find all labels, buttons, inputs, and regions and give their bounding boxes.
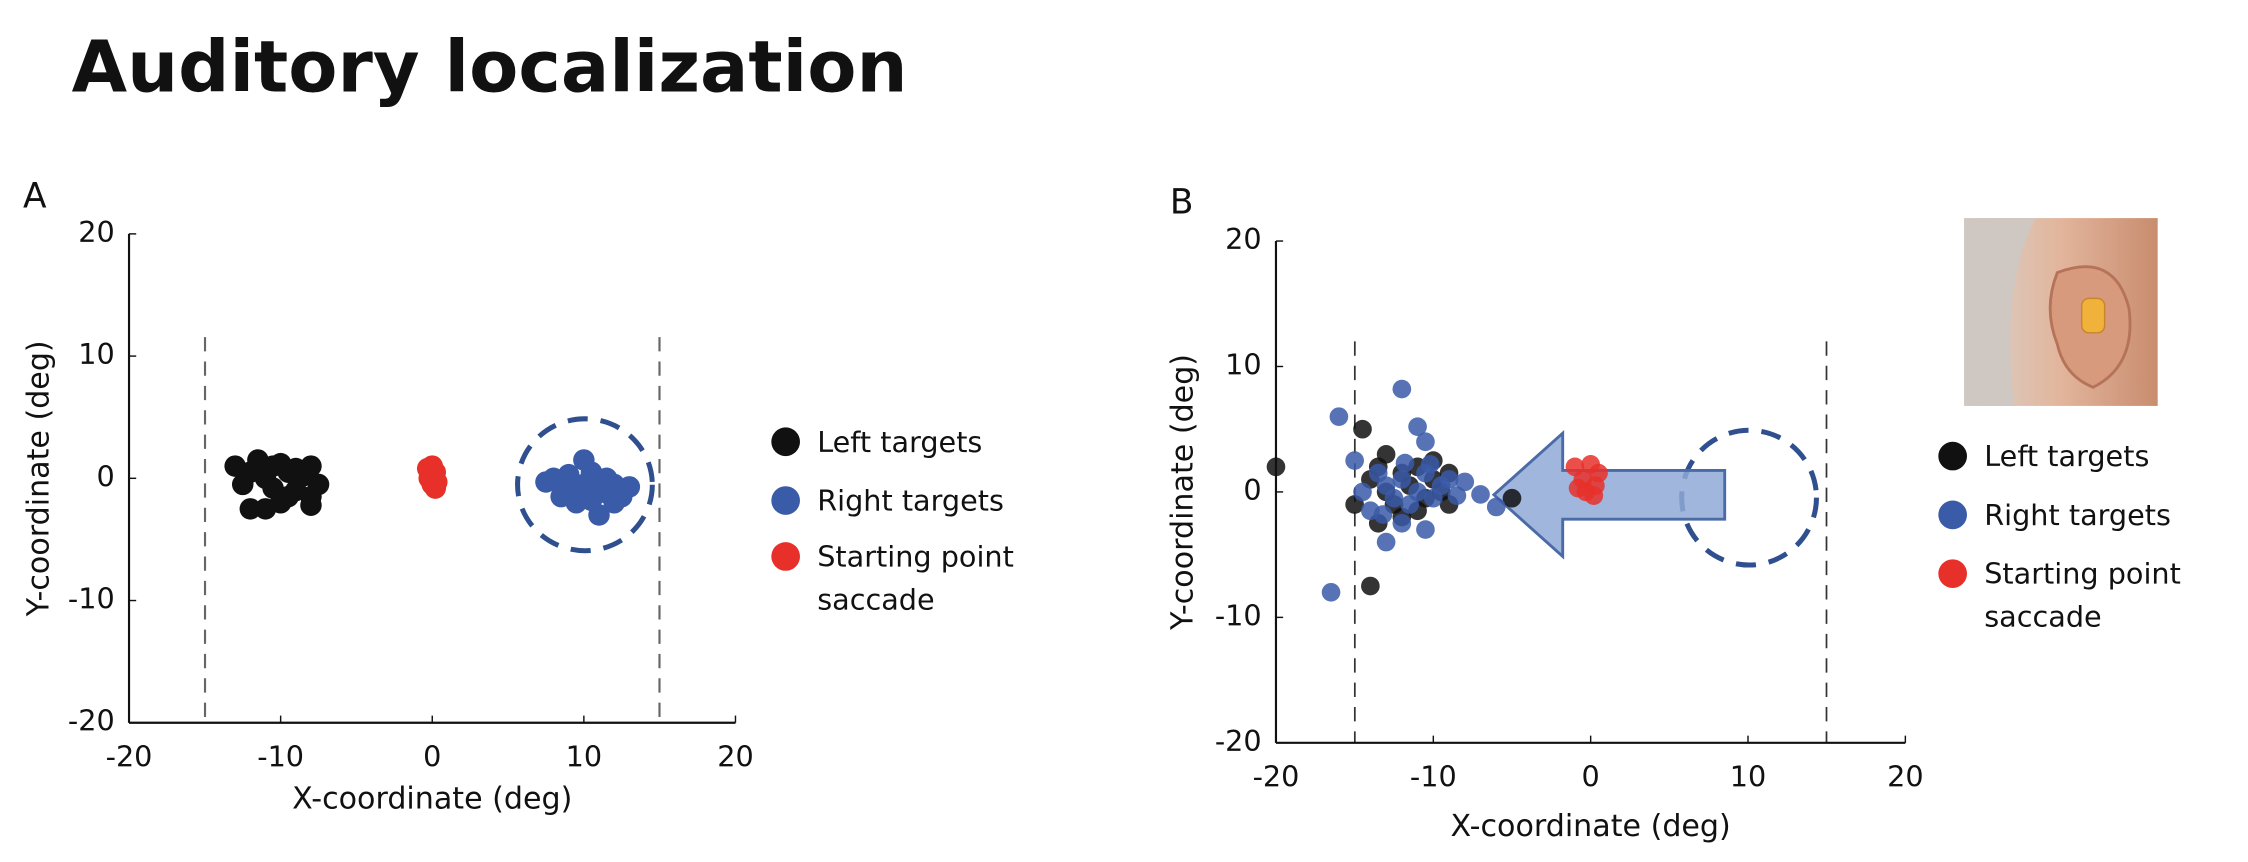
point	[1345, 451, 1364, 470]
point	[1416, 520, 1435, 539]
point	[1361, 576, 1380, 596]
legend-label: Right targets	[1984, 497, 2171, 533]
point	[1329, 407, 1349, 426]
slide-title: Auditory localization	[72, 24, 908, 108]
legend-marker	[771, 427, 800, 457]
y-tick-label: -10	[1215, 598, 1262, 632]
point	[557, 477, 580, 499]
legend-label: Left targets	[817, 424, 983, 459]
y-tick-label: -10	[68, 582, 115, 616]
legend-label: Right targets	[817, 483, 1004, 518]
x-tick-label: -20	[1253, 760, 1300, 794]
panel-label: A	[23, 177, 47, 217]
x-tick-label: 0	[423, 740, 441, 774]
point	[1502, 488, 1522, 508]
point	[1376, 444, 1396, 464]
point	[1455, 472, 1475, 492]
y-tick-label: 20	[78, 215, 114, 249]
y-tick-label: 20	[1225, 222, 1261, 256]
y-tick-label: -20	[68, 704, 115, 738]
point	[1439, 470, 1459, 489]
point	[1568, 478, 1588, 498]
point	[1408, 482, 1427, 502]
point	[1392, 470, 1412, 489]
y-axis-label: Y-coordinate (deg)	[22, 340, 57, 617]
point	[1353, 419, 1372, 439]
panel-label: B	[1170, 182, 1194, 222]
point	[1392, 513, 1412, 533]
point	[1420, 455, 1440, 474]
x-tick-label: -10	[257, 740, 304, 774]
point	[1589, 463, 1608, 483]
point	[535, 471, 557, 493]
point	[1376, 532, 1396, 552]
point	[239, 498, 262, 520]
y-tick-label: -20	[1215, 724, 1262, 758]
legend-marker	[771, 542, 800, 571]
legend-entry: Left targets	[1984, 438, 2150, 474]
point	[1266, 457, 1286, 477]
legend-entry: Right targets	[817, 483, 1004, 518]
point	[254, 498, 277, 520]
y-tick-label: 10	[78, 337, 114, 371]
legend-marker	[1938, 559, 1967, 588]
point	[618, 476, 641, 498]
point	[1408, 417, 1427, 437]
point	[1392, 379, 1412, 399]
legend-entry: Right targets	[1984, 497, 2171, 533]
x-tick-label: 0	[1582, 760, 1600, 794]
point	[1353, 482, 1372, 502]
x-axis-label: X-coordinate (deg)	[292, 782, 572, 817]
target-circle	[515, 416, 655, 554]
shift-arrow	[1491, 429, 1727, 560]
point	[1584, 486, 1604, 506]
point	[300, 494, 322, 516]
legend-marker	[1938, 500, 1967, 530]
legend-label: Starting point saccade	[817, 539, 1014, 617]
ear-image	[1964, 218, 2158, 406]
point	[595, 482, 618, 504]
legend-label: Left targets	[1984, 438, 2150, 474]
point	[1384, 488, 1404, 508]
legend-entry: Left targets	[817, 424, 983, 459]
x-tick-label: -20	[106, 740, 153, 774]
point	[1395, 453, 1415, 473]
point	[1416, 432, 1435, 452]
y-tick-label: 10	[1225, 347, 1261, 381]
legend-entry: Starting point saccade	[817, 539, 1014, 617]
y-tick-label: 0	[1243, 473, 1261, 507]
point	[1486, 497, 1506, 517]
point	[1471, 485, 1490, 504]
y-axis-label: Y-coordinate (deg)	[1166, 354, 1201, 631]
y-tick-label: 0	[96, 459, 114, 493]
point	[1321, 582, 1341, 602]
legend-label: Starting point saccade	[1984, 556, 2181, 634]
point	[231, 473, 254, 496]
legend-marker	[1938, 441, 1967, 471]
x-tick-label: 10	[566, 740, 602, 774]
x-tick-label: -10	[1410, 760, 1457, 794]
x-tick-label: 20	[717, 740, 753, 774]
x-tick-label: 10	[1730, 760, 1766, 794]
legend-marker	[771, 486, 800, 515]
point	[1373, 505, 1393, 524]
x-axis-label: X-coordinate (deg)	[1451, 809, 1731, 844]
point	[1447, 486, 1467, 506]
x-tick-label: 20	[1887, 760, 1923, 794]
point	[262, 477, 284, 499]
point	[300, 455, 322, 477]
legend-entry: Starting point saccade	[1984, 556, 2181, 634]
point	[424, 477, 447, 499]
